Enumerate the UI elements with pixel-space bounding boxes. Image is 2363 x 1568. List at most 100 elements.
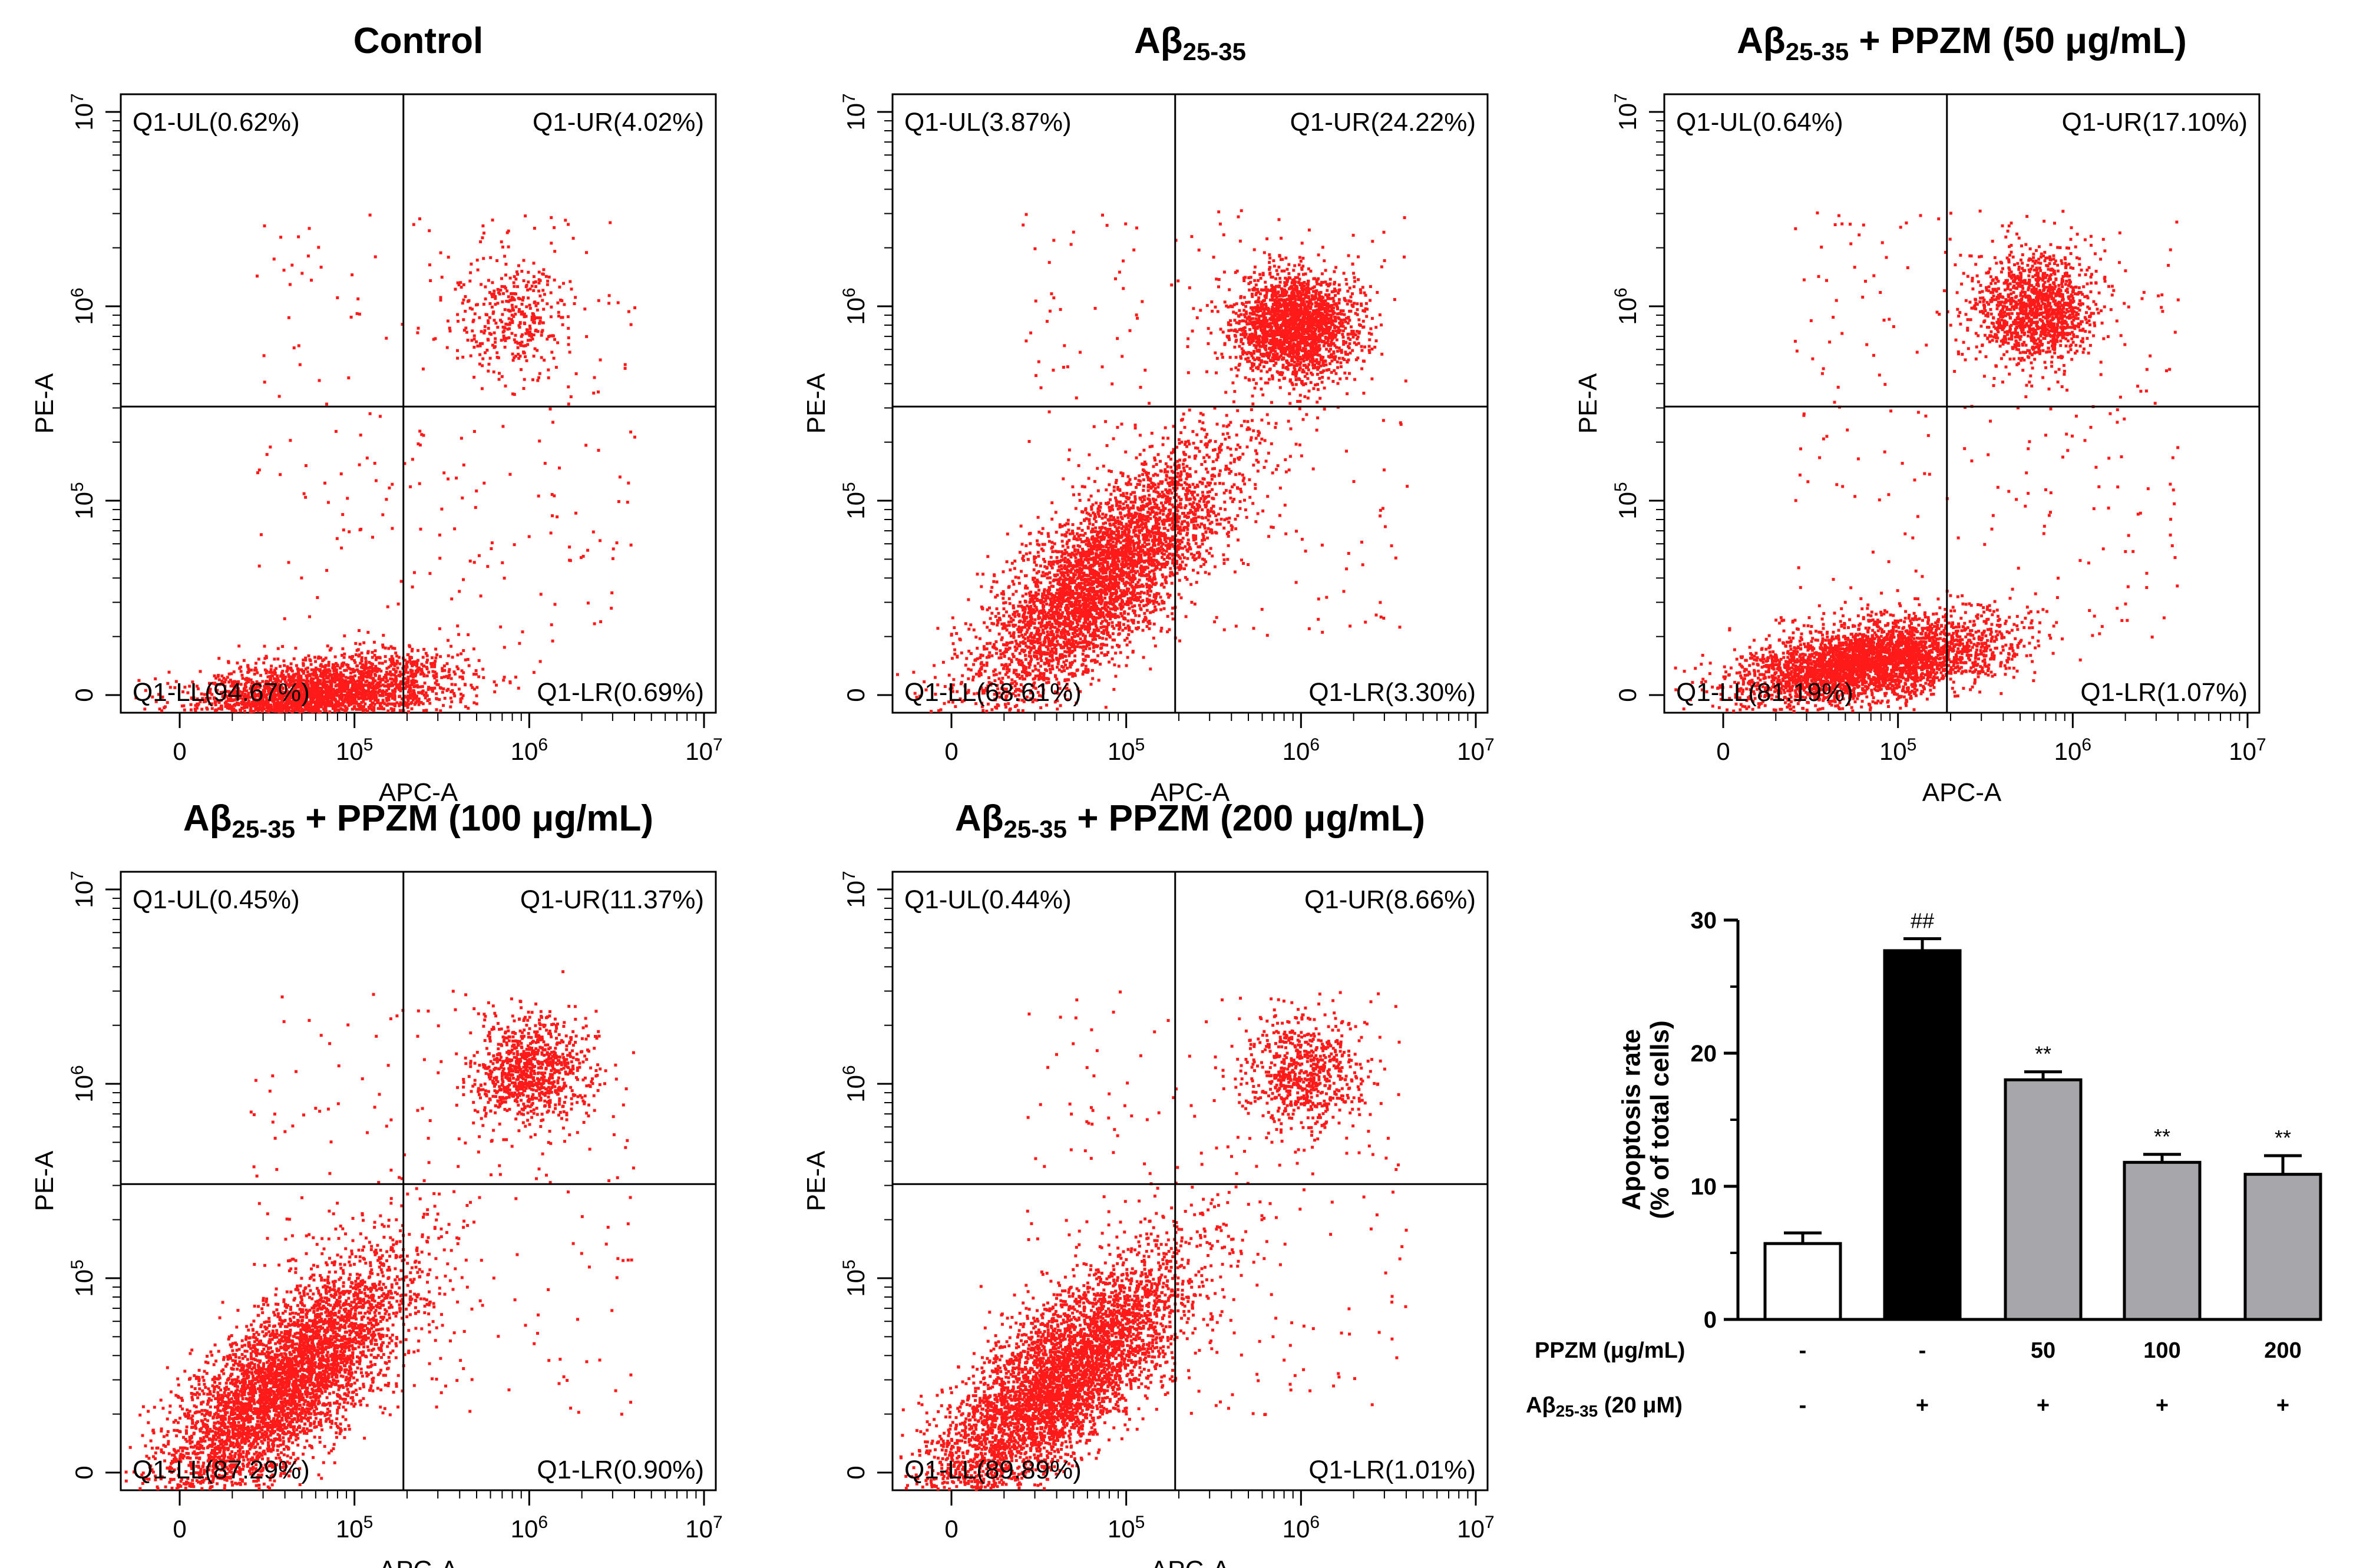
- cell-dot-LL: [1164, 540, 1168, 544]
- cell-dot-LL: [425, 674, 429, 677]
- cell-dot-sparse: [553, 603, 557, 606]
- cell-dot-LL: [273, 677, 276, 680]
- cell-dot-LL: [216, 689, 219, 692]
- cell-dot-LL: [263, 690, 266, 693]
- cell-dot-sparse: [256, 274, 259, 278]
- cell-dot-LL: [1104, 571, 1108, 574]
- cell-dot-sparse: [340, 546, 343, 550]
- cell-dot-LL: [1185, 445, 1188, 448]
- cell-dot-sparse: [456, 281, 460, 285]
- cell-dot-LL: [1226, 558, 1230, 561]
- cell-dot-LL: [1176, 504, 1180, 507]
- cell-dot-LL: [1245, 515, 1248, 519]
- cell-dot-LL: [1122, 539, 1125, 542]
- cell-dot-LL: [223, 696, 226, 700]
- cell-dot-UR: [485, 349, 489, 352]
- cell-dot-UR: [561, 316, 564, 319]
- cell-dot-sparse: [593, 376, 596, 379]
- cell-dot-sparse: [308, 615, 311, 618]
- cell-dot-LL: [391, 681, 394, 684]
- cell-dot-sparse: [566, 315, 570, 319]
- cell-dot-LL: [298, 696, 301, 699]
- cell-dot-LL: [1096, 654, 1100, 657]
- cell-dot-LL: [292, 699, 295, 703]
- cell-dot-LL: [449, 705, 452, 709]
- cell-dot-LL: [1108, 509, 1112, 512]
- cell-dot-LL: [1100, 620, 1104, 623]
- cell-dot-sparse: [550, 493, 554, 496]
- cell-dot-LL: [999, 649, 1002, 653]
- cell-dot-LL: [258, 705, 262, 709]
- cell-dot-LL: [1201, 481, 1204, 485]
- cell-dot-LL: [328, 687, 331, 690]
- cell-dot-LL: [1138, 531, 1141, 534]
- cell-dot-LL: [228, 704, 232, 707]
- cell-dot-UR: [546, 279, 550, 283]
- cell-dot-LL: [349, 675, 352, 679]
- cell-dot-LL: [1115, 504, 1118, 507]
- cell-dot-sparse: [386, 605, 389, 608]
- cell-dot-LL: [1138, 434, 1142, 437]
- cell-dot-sparse: [418, 429, 422, 433]
- cell-dot-LL: [1154, 502, 1157, 506]
- cell-dot-LL: [167, 670, 171, 674]
- cell-dot-LL: [1147, 557, 1151, 560]
- cell-dot-LL: [196, 703, 200, 707]
- cell-dot-LL: [221, 695, 224, 698]
- cell-dot-LL: [532, 671, 536, 674]
- cell-dot-LL: [1056, 666, 1059, 669]
- cell-dot-LL: [376, 707, 380, 710]
- cell-dot-LL: [1019, 689, 1023, 693]
- cell-dot-LL: [403, 695, 406, 699]
- cell-dot-LL: [404, 667, 408, 671]
- cell-dot-UR: [525, 305, 528, 309]
- cell-dot-UR: [512, 309, 515, 312]
- cell-dot-LL: [1161, 555, 1164, 559]
- cell-dot-UR: [510, 292, 513, 296]
- cell-dot-LL: [369, 704, 372, 707]
- cell-dot-LL: [1021, 709, 1024, 713]
- cell-dot-sparse: [553, 494, 556, 498]
- cell-dot-LL: [296, 689, 299, 693]
- cell-dot-LL: [258, 686, 262, 689]
- cell-dot-LL: [356, 664, 359, 667]
- cell-dot-LL: [1082, 624, 1086, 628]
- cell-dot-sparse: [629, 323, 633, 326]
- cell-dot-LL: [376, 699, 379, 702]
- cell-dot-LL: [279, 709, 283, 713]
- cell-dot-LL: [253, 669, 256, 672]
- cell-dot-LL: [425, 667, 429, 670]
- cell-dot-LL: [438, 686, 442, 689]
- cell-dot-LL: [161, 695, 164, 699]
- cell-dot-LL: [1178, 466, 1181, 469]
- cell-dot-LL: [415, 680, 418, 683]
- cell-dot-LL: [472, 687, 476, 691]
- cell-dot-LL: [256, 682, 260, 685]
- cell-dot-LL: [394, 687, 397, 691]
- cell-dot-LL: [325, 709, 328, 713]
- cell-dot-LL: [209, 696, 212, 700]
- cell-dot-LL: [362, 697, 365, 701]
- cell-dot-LL: [355, 707, 358, 711]
- cell-dot-LL: [1096, 616, 1100, 620]
- cell-dot-LL: [371, 708, 374, 712]
- cell-dot-sparse: [263, 381, 266, 384]
- cell-dot-UR: [502, 335, 505, 338]
- cell-dot-LL: [1103, 596, 1106, 600]
- cell-dot-sparse: [599, 620, 603, 623]
- cell-dot-UR: [491, 281, 494, 285]
- cell-dot-LL: [285, 708, 288, 712]
- cell-dot-LL: [352, 686, 356, 690]
- cell-dot-LL: [154, 677, 157, 680]
- cell-dot-LL: [300, 700, 304, 704]
- cell-dot-LL: [1152, 602, 1155, 606]
- cell-dot-LL: [276, 647, 280, 650]
- cell-dot-LL: [164, 705, 167, 709]
- cell-dot-LL: [395, 685, 398, 689]
- cell-dot-sparse: [551, 514, 554, 518]
- cell-dot-LL: [999, 618, 1002, 621]
- cell-dot-LL: [237, 697, 240, 700]
- cell-dot-sparse: [358, 528, 362, 532]
- cell-dot-LL: [1023, 677, 1026, 681]
